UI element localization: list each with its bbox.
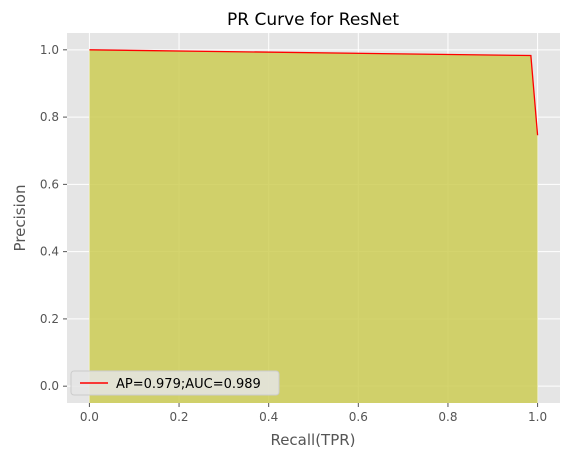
y-axis-label: Precision [11,185,29,252]
y-tick-label: 0.8 [40,110,59,124]
x-tick-label: 0.2 [169,410,188,424]
y-tick-label: 0.4 [40,245,59,259]
chart-title: PR Curve for ResNet [227,10,399,30]
y-tick-label: 0.0 [40,379,59,393]
x-tick-label: 0.8 [438,410,457,424]
x-axis-ticks: 0.0 0.2 0.4 0.6 0.8 1.0 [80,403,547,424]
legend: AP=0.979;AUC=0.989 [71,371,279,395]
x-axis-label: Recall(TPR) [270,431,355,449]
legend-label: AP=0.979;AUC=0.989 [116,377,261,392]
y-tick-label: 0.6 [40,177,59,191]
y-tick-label: 1.0 [40,43,59,57]
x-tick-label: 0.6 [349,410,368,424]
x-tick-label: 0.0 [80,410,99,424]
x-tick-label: 0.4 [259,410,278,424]
y-axis-ticks: 0.0 0.2 0.4 0.6 0.8 1.0 [40,43,67,393]
y-tick-label: 0.2 [40,312,59,326]
area-under-curve [89,50,537,403]
x-tick-label: 1.0 [528,410,547,424]
